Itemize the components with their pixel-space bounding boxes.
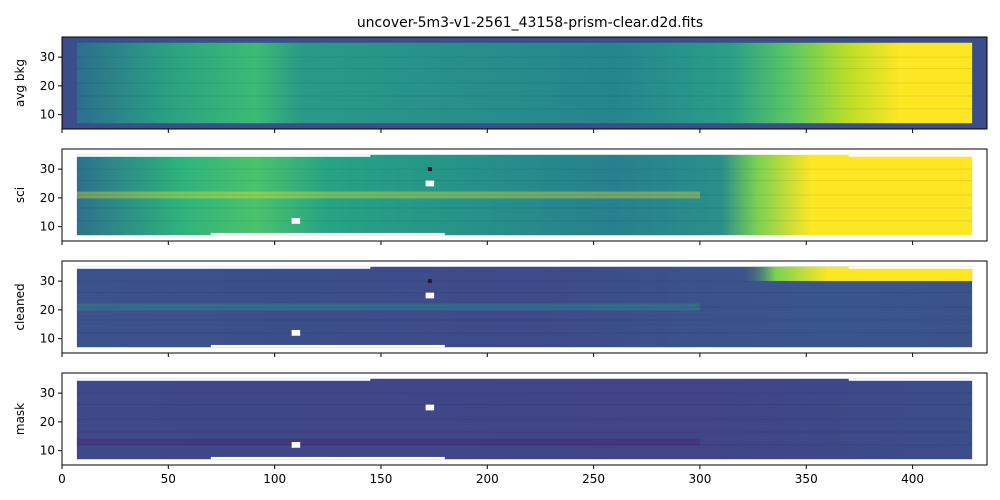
x-tick-label: 150 [370, 472, 393, 486]
x-tick-label: 350 [795, 472, 818, 486]
masked-pixel [291, 330, 301, 336]
y-tick-label: 20 [40, 415, 55, 429]
y-tick-label: 20 [40, 303, 55, 317]
y-tick-label: 10 [40, 108, 55, 122]
x-tick-label: 50 [161, 472, 176, 486]
y-tick-label: 10 [40, 220, 55, 234]
y-tick-label: 30 [40, 162, 55, 176]
panel-sci: 10 20 30 sci [13, 148, 988, 245]
panel-avg-bkg: 10 20 30 avg bkg [13, 36, 988, 133]
spectral-trace [76, 438, 700, 446]
y-tick-label: 30 [40, 274, 55, 288]
x-tick-label: 300 [688, 472, 711, 486]
edge-notch [848, 154, 973, 157]
edge-notch [210, 232, 445, 236]
y-axis-label: mask [13, 403, 27, 435]
masked-pixel [425, 404, 435, 411]
x-axis: 0 50 100 150 200 250 300 350 400 [58, 472, 924, 486]
masked-pixel [425, 180, 435, 187]
edge-notch [848, 266, 973, 269]
image-data [76, 154, 973, 236]
image-data [76, 42, 973, 124]
masked-pixel [291, 218, 301, 224]
figure-title: uncover-5m3-v1-2561_43158-prism-clear.d2… [357, 15, 703, 31]
y-tick-label: 20 [40, 191, 55, 205]
y-axis-label: cleaned [13, 283, 27, 330]
x-tick-label: 0 [58, 472, 66, 486]
spectral-trace [76, 303, 700, 311]
x-tick-label: 200 [476, 472, 499, 486]
saturated-region [76, 266, 973, 282]
x-tick-label: 400 [901, 472, 924, 486]
panel-frame [61, 36, 988, 130]
panel-frame [61, 148, 988, 242]
y-axis-label: sci [13, 187, 27, 203]
y-tick-label: 20 [40, 79, 55, 93]
masked-pixel [291, 442, 301, 448]
image-data [76, 378, 973, 460]
y-tick-label: 30 [40, 50, 55, 64]
edge-notch [76, 378, 371, 381]
y-tick-label: 10 [40, 444, 55, 458]
panel-frame [61, 260, 988, 354]
edge-notch [210, 456, 445, 460]
edge-notch [848, 378, 973, 381]
edge-notch [210, 344, 445, 348]
y-tick-label: 30 [40, 386, 55, 400]
hot-pixel [427, 167, 432, 172]
edge-notch [76, 266, 371, 269]
panel-mask: 10 20 30 mask [13, 372, 988, 469]
x-tick-label: 100 [263, 472, 286, 486]
panel-frame [61, 372, 988, 466]
hot-pixel [427, 279, 432, 284]
masked-pixel [425, 292, 435, 299]
edge-notch [76, 154, 371, 157]
x-tick-label: 250 [582, 472, 605, 486]
panels: 10 20 30 avg bkg 10 20 30 sci 10 20 30 cleaned 10 20 3… [13, 36, 988, 469]
y-axis-label: avg bkg [13, 59, 27, 107]
y-tick-label: 10 [40, 332, 55, 346]
panel-cleaned: 10 20 30 cleaned [13, 260, 988, 357]
spectral-trace [76, 191, 700, 199]
